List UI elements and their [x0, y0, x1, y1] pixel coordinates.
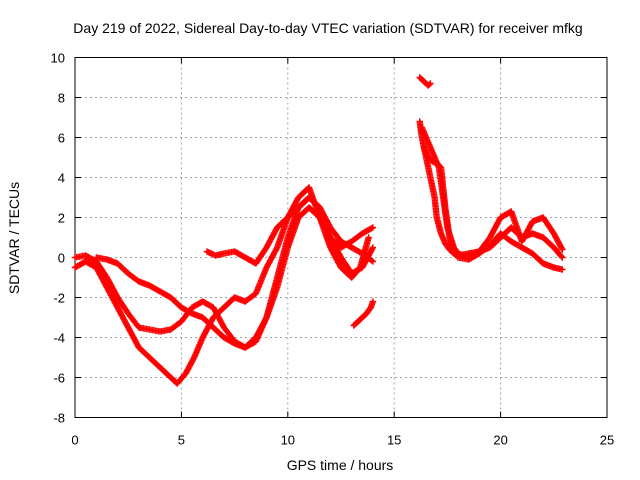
- x-tick-label: 5: [178, 433, 185, 448]
- y-tick-label: 6: [58, 131, 65, 146]
- y-tick-label: 2: [58, 211, 65, 226]
- x-tick-label: 15: [387, 433, 401, 448]
- data-point: [369, 244, 377, 251]
- data-point: [559, 246, 566, 253]
- x-tick-label: 20: [493, 433, 507, 448]
- x-tick-label: 10: [281, 433, 295, 448]
- y-tick-label: 0: [58, 251, 65, 266]
- y-tick-label: -6: [53, 371, 65, 386]
- y-tick-label: 10: [51, 51, 65, 66]
- chart-title: Day 219 of 2022, Sidereal Day-to-day VTE…: [73, 20, 582, 36]
- y-tick-label: 8: [58, 91, 65, 106]
- axis-ticks: 0 5 10 15 20 25 -8 -6 -4 -2 0 2 4 6 8 10: [51, 51, 615, 448]
- data-point: [559, 254, 566, 261]
- data-point: [558, 244, 565, 252]
- data-point: [427, 80, 434, 87]
- data-point: [426, 81, 433, 88]
- data-points: [71, 74, 566, 387]
- x-tick-label: 25: [600, 433, 614, 448]
- data-point: [368, 225, 375, 232]
- y-tick-label: -4: [53, 331, 65, 346]
- y-tick-label: -2: [53, 291, 65, 306]
- y-tick-label: -8: [53, 411, 65, 426]
- data-point: [369, 245, 376, 253]
- x-tick-label: 0: [71, 433, 78, 448]
- x-axis-label: GPS time / hours: [287, 457, 394, 473]
- y-tick-label: 4: [58, 171, 65, 186]
- data-point: [369, 298, 377, 305]
- data-point: [365, 234, 372, 241]
- y-axis-label: SDTVAR / TECUs: [6, 182, 22, 294]
- plot-frame: [74, 57, 608, 418]
- data-point: [369, 258, 377, 265]
- data-point: [558, 253, 565, 260]
- data-point: [369, 224, 377, 231]
- data-point: [559, 266, 566, 273]
- data-point: [368, 257, 375, 264]
